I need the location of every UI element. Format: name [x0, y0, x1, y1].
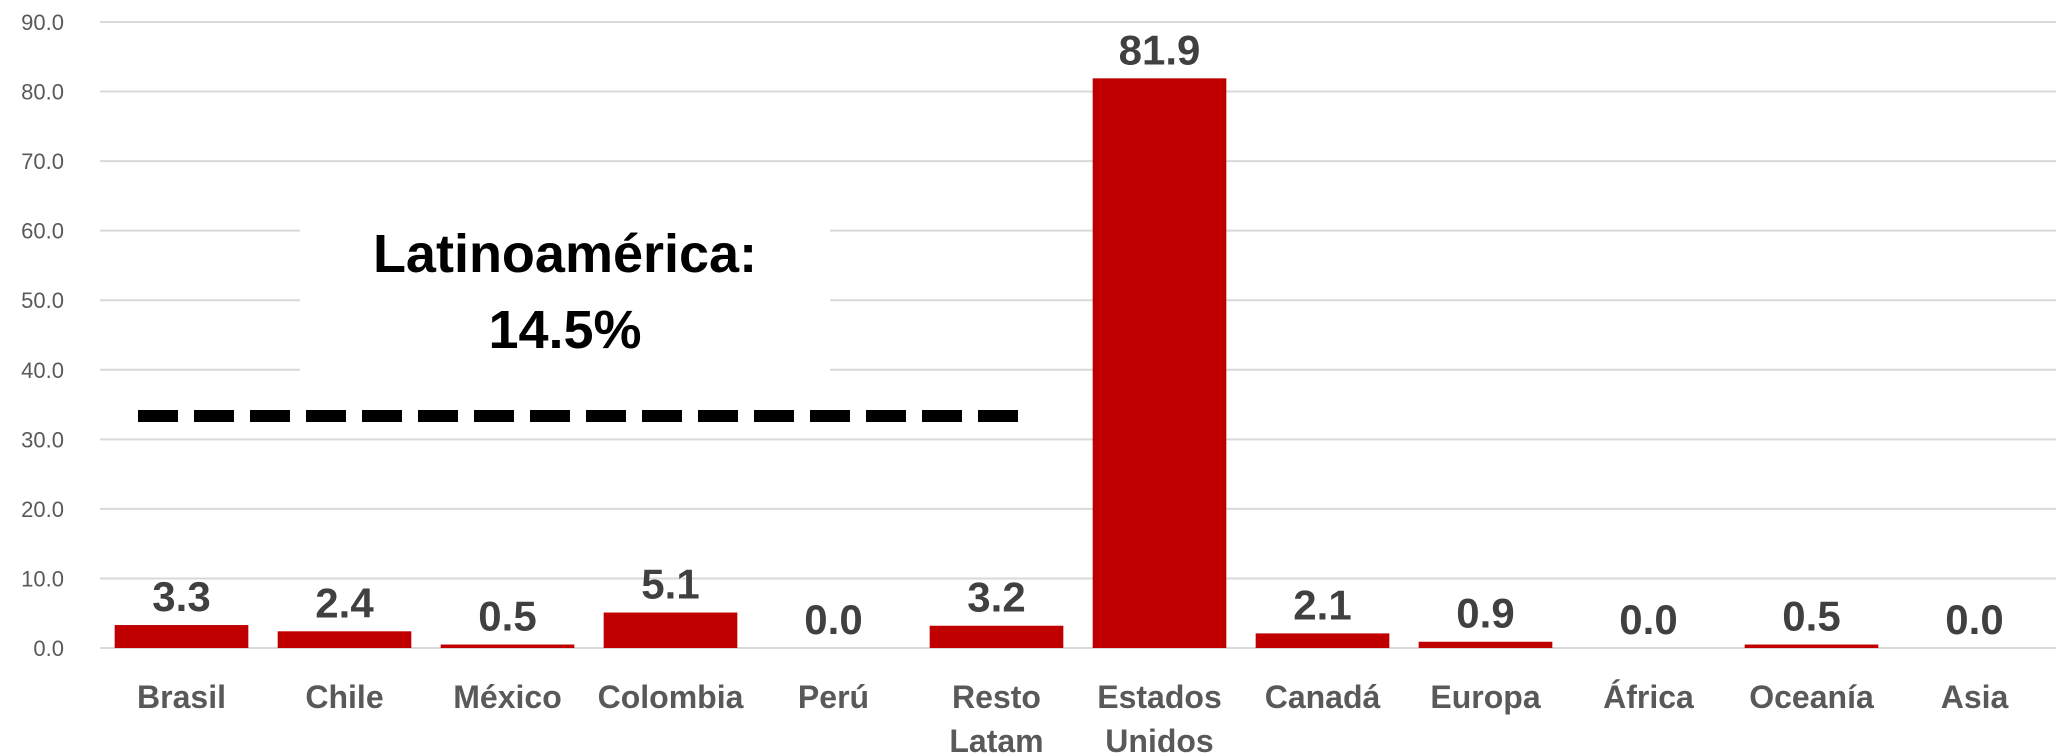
annotation-background — [300, 210, 830, 375]
data-label-canadá: 2.1 — [1293, 581, 1351, 628]
data-label-chile: 2.4 — [315, 579, 374, 626]
bar-resto-latam — [929, 625, 1064, 648]
data-label-áfrica: 0.0 — [1619, 596, 1677, 643]
data-label-europa: 0.9 — [1456, 590, 1514, 637]
y-tick-label: 0.0 — [33, 636, 64, 661]
bar-brasil — [114, 625, 249, 648]
category-label-europa: Europa — [1430, 679, 1540, 715]
category-label-áfrica: África — [1603, 679, 1694, 715]
bar-europa — [1418, 641, 1553, 648]
data-label-brasil: 3.3 — [152, 573, 210, 620]
data-labels: 3.3 2.4 0.5 5.1 0.0 3.2 81.9 2.1 0.9 0.0 0.5 0.0 — [152, 26, 2003, 643]
category-label-estados-unidos: Estados Unidos — [1097, 679, 1221, 756]
category-label-méxico: México — [453, 679, 561, 715]
data-label-estados-unidos: 81.9 — [1119, 26, 1201, 73]
annotation-line-2: 14.5% — [488, 300, 641, 360]
bars — [114, 78, 1879, 649]
bar-canadá — [1255, 633, 1390, 648]
y-axis-tick-labels: 0.0 10.0 20.0 30.0 40.0 50.0 60.0 70.0 80.0 90.0 — [21, 10, 64, 661]
bar-méxico — [440, 644, 575, 648]
y-tick-label: 70.0 — [21, 149, 64, 174]
category-label-perú: Perú — [798, 679, 869, 715]
category-label-oceanía: Oceanía — [1749, 679, 1874, 715]
bar-chile — [277, 631, 412, 648]
y-tick-label: 10.0 — [21, 566, 64, 591]
y-tick-label: 40.0 — [21, 358, 64, 383]
data-label-colombia: 5.1 — [641, 561, 699, 608]
y-tick-label: 80.0 — [21, 80, 64, 105]
category-label-chile: Chile — [305, 679, 383, 715]
y-tick-label: 50.0 — [21, 288, 64, 313]
data-label-oceanía: 0.5 — [1782, 593, 1840, 640]
category-label-resto-latam: Resto Latam — [949, 679, 1043, 756]
category-label-colombia: Colombia — [598, 679, 744, 715]
data-label-méxico: 0.5 — [478, 593, 536, 640]
data-label-perú: 0.0 — [804, 596, 862, 643]
bar-oceanía — [1744, 644, 1879, 648]
y-tick-label: 60.0 — [21, 219, 64, 244]
x-axis-category-labels: Brasil Chile México Colombia Perú Resto Latam E… — [137, 679, 2008, 756]
category-label-brasil: Brasil — [137, 679, 226, 715]
y-tick-label: 90.0 — [21, 10, 64, 35]
bar-estados-unidos — [1092, 78, 1227, 649]
y-tick-label: 30.0 — [21, 427, 64, 452]
category-label-canadá: Canadá — [1265, 679, 1381, 715]
annotation-line-1: Latinoamérica: — [373, 224, 757, 284]
category-label-asia: Asia — [1941, 679, 2009, 715]
data-label-asia: 0.0 — [1945, 596, 2003, 643]
y-tick-label: 20.0 — [21, 497, 64, 522]
latam-annotation: Latinoamérica: 14.5% — [373, 224, 757, 360]
data-label-resto-latam: 3.2 — [967, 574, 1025, 621]
bar-colombia — [603, 612, 738, 648]
